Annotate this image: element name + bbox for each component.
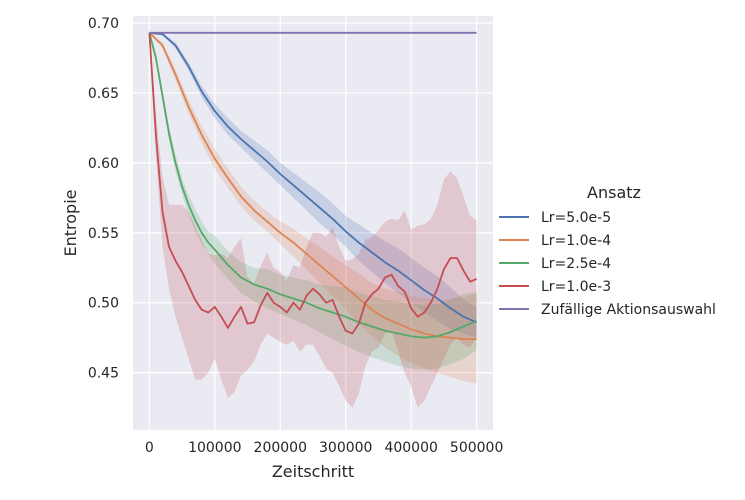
legend: Ansatz Lr=5.0e-5 Lr=1.0e-4 Lr=2.5e-4 Lr=1.0… <box>499 183 716 318</box>
y-tick-labels: 0.45 0.50 0.55 0.60 0.65 0.70 <box>88 16 119 382</box>
grid-lines <box>133 16 493 430</box>
legend-label-lr-1-0e-3: Lr=1.0e-3 <box>541 279 611 295</box>
x-tick-labels: 0 100000 200000 300000 400000 500000 <box>145 440 503 456</box>
x-tick-label: 500000 <box>450 440 503 456</box>
band-lr-5-0e-5 <box>149 32 477 338</box>
legend-label-lr-5-0e-5: Lr=5.0e-5 <box>541 210 611 226</box>
x-tick-label: 100000 <box>188 440 241 456</box>
x-axis-label: Zeitschritt <box>272 462 354 481</box>
legend-title: Ansatz <box>587 183 641 202</box>
line-lr-1-0e-3 <box>148 32 477 335</box>
y-tick-label: 0.70 <box>88 16 119 32</box>
line-lr-2-5e-4 <box>148 32 477 339</box>
band-lr-1-0e-3 <box>149 32 477 408</box>
y-tick-label: 0.50 <box>88 296 119 312</box>
x-tick-label: 0 <box>145 440 154 456</box>
band-lr-1-0e-4 <box>149 32 477 384</box>
line-lr-1-0e-4 <box>148 32 477 341</box>
x-tick-label: 300000 <box>319 440 372 456</box>
series-lines <box>148 31 477 341</box>
x-tick-label: 200000 <box>254 440 307 456</box>
y-axis-label: Entropie <box>61 190 80 257</box>
legend-label-lr-2-5e-4: Lr=2.5e-4 <box>541 256 611 272</box>
y-tick-label: 0.45 <box>88 366 119 382</box>
x-tick-label: 400000 <box>384 440 437 456</box>
legend-label-lr-1-0e-4: Lr=1.0e-4 <box>541 233 611 249</box>
legend-label-zuf-llige-aktionsauswahl: Zufällige Aktionsauswahl <box>541 302 716 318</box>
y-tick-label: 0.55 <box>88 226 119 242</box>
plot-area <box>133 16 493 430</box>
line-lr-5-0e-5 <box>149 31 477 324</box>
y-tick-label: 0.60 <box>88 156 119 172</box>
y-tick-label: 0.65 <box>88 86 119 102</box>
